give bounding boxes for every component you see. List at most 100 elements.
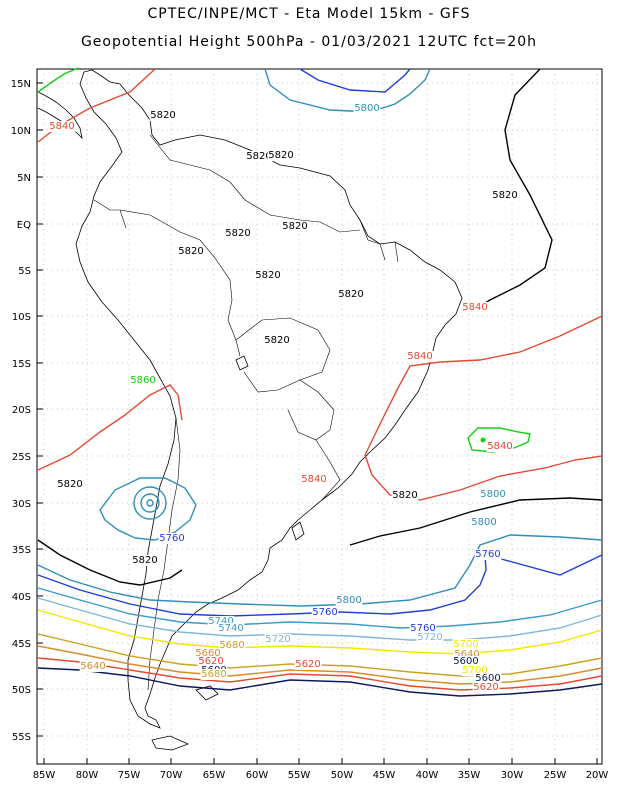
- lon-tick-label: 40W: [416, 770, 439, 781]
- contour-label-bg: [194, 648, 222, 659]
- contour-label: 5760: [312, 607, 337, 618]
- border-chile-argentina: [147, 417, 181, 691]
- contour-label-bg: [245, 151, 273, 162]
- contour-label: 5800: [471, 517, 496, 528]
- contour-label-bg: [281, 221, 309, 232]
- contour-label-bg: [79, 661, 107, 672]
- lat-tick-label: 55S: [12, 732, 31, 743]
- tierra-del-fuego: [151, 735, 190, 751]
- contour-label: 5820: [338, 289, 363, 300]
- contour-line: [37, 67, 79, 93]
- central-america-outline: [37, 91, 83, 140]
- contour-label-bg: [177, 246, 205, 257]
- contour-line: [37, 667, 603, 697]
- contour-label-bg: [200, 669, 228, 680]
- border-venezuela-brazil: [244, 199, 361, 233]
- contour-label-bg: [335, 595, 363, 606]
- border-paraguay: [287, 379, 335, 441]
- contour-label: 5760: [410, 623, 435, 634]
- contour-label-bg: [263, 335, 291, 346]
- lon-tick-label: 35W: [458, 770, 481, 781]
- contour-label-bg: [452, 656, 480, 667]
- contour-label-bg: [197, 656, 225, 667]
- lat-tick-label: 35S: [12, 545, 31, 556]
- contour-label: 5700: [453, 639, 478, 650]
- contour-label-bg: [158, 533, 186, 544]
- contour-label: 5800: [336, 595, 361, 606]
- contour-label: 5760: [475, 549, 500, 560]
- lon-tick-label: 75W: [118, 770, 141, 781]
- lat-tick-label: 25S: [12, 452, 31, 463]
- border-ecuador: [93, 199, 127, 229]
- contour-label-bg: [207, 616, 235, 627]
- contour-line: [37, 645, 603, 685]
- contour-label: 5760: [159, 533, 184, 544]
- lon-tick-label: 25W: [544, 770, 567, 781]
- chart-subtitle: Geopotential Height 500hPa - 01/03/2021 …: [80, 34, 538, 50]
- contour-label: 5820: [246, 151, 271, 162]
- contour-line: [99, 477, 197, 541]
- lat-tick-label: EQ: [17, 220, 31, 231]
- contour-label: 5840: [49, 121, 74, 132]
- lon-tick-label: 65W: [203, 770, 226, 781]
- contour-line: [37, 384, 183, 471]
- contour-label: 5680: [201, 669, 226, 680]
- contour-label: 5640: [454, 649, 479, 660]
- contour-label: 5860: [130, 375, 155, 386]
- contour-label: 5700: [462, 665, 487, 676]
- contour-line: [480, 437, 486, 443]
- contour-line: [364, 315, 603, 456]
- border-colombia-peru: [119, 209, 216, 259]
- contour-label-bg: [391, 490, 419, 501]
- contour-label: 5820: [268, 150, 293, 161]
- contour-label-bg: [416, 632, 444, 643]
- contour-line: [37, 539, 183, 586]
- lon-tick-label: 55W: [288, 770, 311, 781]
- border-peru-brazil: [214, 257, 241, 357]
- lat-tick-label: 20S: [12, 405, 31, 416]
- contour-label-bg: [461, 302, 489, 313]
- contour-label: 5620: [295, 659, 320, 670]
- lat-tick-label: 5S: [18, 266, 31, 277]
- lat-tick-label: 30S: [12, 499, 31, 510]
- contour-label-bg: [129, 375, 157, 386]
- height-contours: [37, 67, 603, 697]
- contour-label-bg: [470, 517, 498, 528]
- contour-line: [37, 609, 603, 655]
- contour-label-bg: [218, 640, 246, 651]
- contour-label-bg: [491, 190, 519, 201]
- contour-label: 5840: [301, 474, 326, 485]
- contour-label-bg: [337, 289, 365, 300]
- contour-label-bg: [149, 110, 177, 121]
- contour-line: [467, 427, 531, 453]
- contour-label: 5620: [198, 656, 223, 667]
- contour-line: [349, 497, 603, 546]
- contour-label: 5820: [264, 335, 289, 346]
- contour-line: [37, 534, 603, 607]
- contour-label-bg: [406, 351, 434, 362]
- contour-label: 5820: [225, 228, 250, 239]
- contour-line: [37, 587, 603, 629]
- contour-labels: 5840582058005820582058205820582058205820…: [48, 103, 519, 693]
- contour-line: [299, 68, 411, 93]
- contour-label: 5820: [178, 246, 203, 257]
- contour-label-bg: [472, 682, 500, 693]
- contour-label-bg: [254, 270, 282, 281]
- contour-label-bg: [474, 549, 502, 560]
- contour-label-bg: [409, 623, 437, 634]
- contour-label: 5820: [492, 190, 517, 201]
- contour-label-bg: [300, 474, 328, 485]
- contour-label: 5800: [354, 103, 379, 114]
- contour-line: [364, 454, 603, 501]
- contour-label-bg: [353, 103, 381, 114]
- border-guianas: [359, 219, 399, 263]
- lon-tick-label: 20W: [586, 770, 609, 781]
- lat-tick-label: 15N: [11, 79, 31, 90]
- axis-ticks: [37, 82, 598, 764]
- contour-label: 5680: [219, 640, 244, 651]
- lat-tick-label: 50S: [12, 685, 31, 696]
- lat-tick-label: 45S: [12, 639, 31, 650]
- contour-label-bg: [452, 639, 480, 650]
- contour-label: 5600: [453, 656, 478, 667]
